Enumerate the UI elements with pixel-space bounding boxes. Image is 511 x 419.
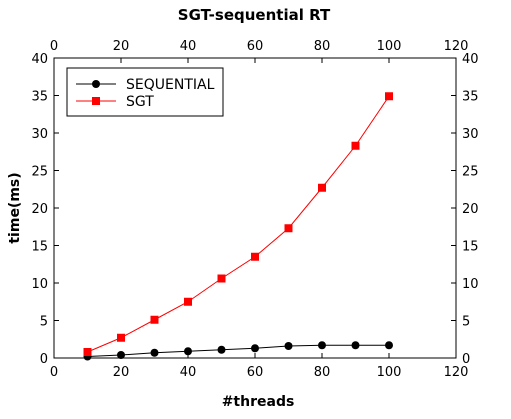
y-tick-label-right: 10 [462, 277, 479, 292]
data-point [184, 297, 192, 306]
y-tick-label-right: 35 [462, 90, 479, 105]
data-point [251, 252, 259, 261]
data-point [318, 183, 326, 192]
data-point [83, 348, 92, 356]
y-tick-label-right: 40 [462, 52, 479, 67]
series-sgt [83, 92, 393, 356]
y-tick-label-left: 35 [31, 90, 48, 105]
series-sequential [83, 341, 393, 361]
x-tick-label-top: 80 [314, 39, 331, 54]
data-point [385, 92, 393, 101]
y-tick-label-left: 0 [40, 352, 48, 367]
data-point [351, 341, 360, 350]
y-tick-label-right: 15 [462, 240, 479, 255]
data-point [117, 351, 125, 359]
y-tick-label-left: 10 [31, 277, 48, 292]
y-tick-label-left: 15 [31, 240, 48, 255]
data-point [150, 315, 159, 324]
x-tick-label-top: 0 [50, 39, 58, 54]
y-tick-label-left: 25 [31, 165, 48, 180]
x-axis-title: #threads [222, 394, 295, 410]
x-tick-label-bottom: 0 [50, 365, 58, 380]
y-tick-label-left: 20 [31, 202, 48, 217]
x-tick-label-top: 60 [247, 39, 264, 54]
x-tick-label-top: 20 [113, 39, 130, 54]
legend-label: SEQUENTIAL [126, 77, 215, 93]
y-tick-label-left: 5 [40, 315, 48, 330]
data-point [184, 347, 192, 356]
data-point [117, 333, 125, 342]
data-point [217, 345, 226, 354]
data-point [284, 224, 293, 233]
y-tick-label-left: 40 [31, 52, 48, 67]
y-tick-label-right: 0 [462, 352, 470, 367]
x-tick-label-top: 120 [444, 39, 469, 54]
series-line [87, 95, 390, 353]
x-tick-label-bottom: 40 [180, 365, 197, 380]
y-tick-label-right: 20 [462, 202, 479, 217]
legend-label: SGT [126, 94, 154, 110]
data-point [150, 348, 159, 357]
data-point [351, 141, 360, 150]
y-tick-label-left: 30 [31, 127, 48, 142]
x-tick-label-bottom: 60 [247, 365, 264, 380]
x-tick-label-bottom: 120 [444, 365, 469, 380]
data-point [385, 341, 393, 350]
data-point [217, 274, 226, 283]
x-tick-label-top: 40 [180, 39, 197, 54]
legend-marker [92, 97, 100, 105]
y-tick-label-right: 25 [462, 165, 479, 180]
legend-item-sgt: SGT [76, 94, 154, 110]
y-axis-title: time(ms) [7, 172, 23, 243]
data-point [318, 341, 326, 350]
series-line [87, 344, 389, 357]
legend-marker [92, 80, 100, 88]
legend-item-sequential: SEQUENTIAL [76, 77, 215, 93]
chart-title: SGT-sequential RT [178, 6, 331, 24]
plot-series [83, 92, 393, 361]
y-tick-label-right: 5 [462, 315, 470, 330]
y-tick-label-right: 30 [462, 127, 479, 142]
data-point [251, 344, 259, 353]
legend-box [66, 67, 224, 117]
data-point [284, 342, 293, 350]
x-tick-label-top: 100 [377, 39, 402, 54]
x-tick-label-bottom: 100 [377, 365, 402, 380]
x-tick-label-bottom: 20 [113, 365, 130, 380]
x-tick-label-bottom: 80 [314, 365, 331, 380]
